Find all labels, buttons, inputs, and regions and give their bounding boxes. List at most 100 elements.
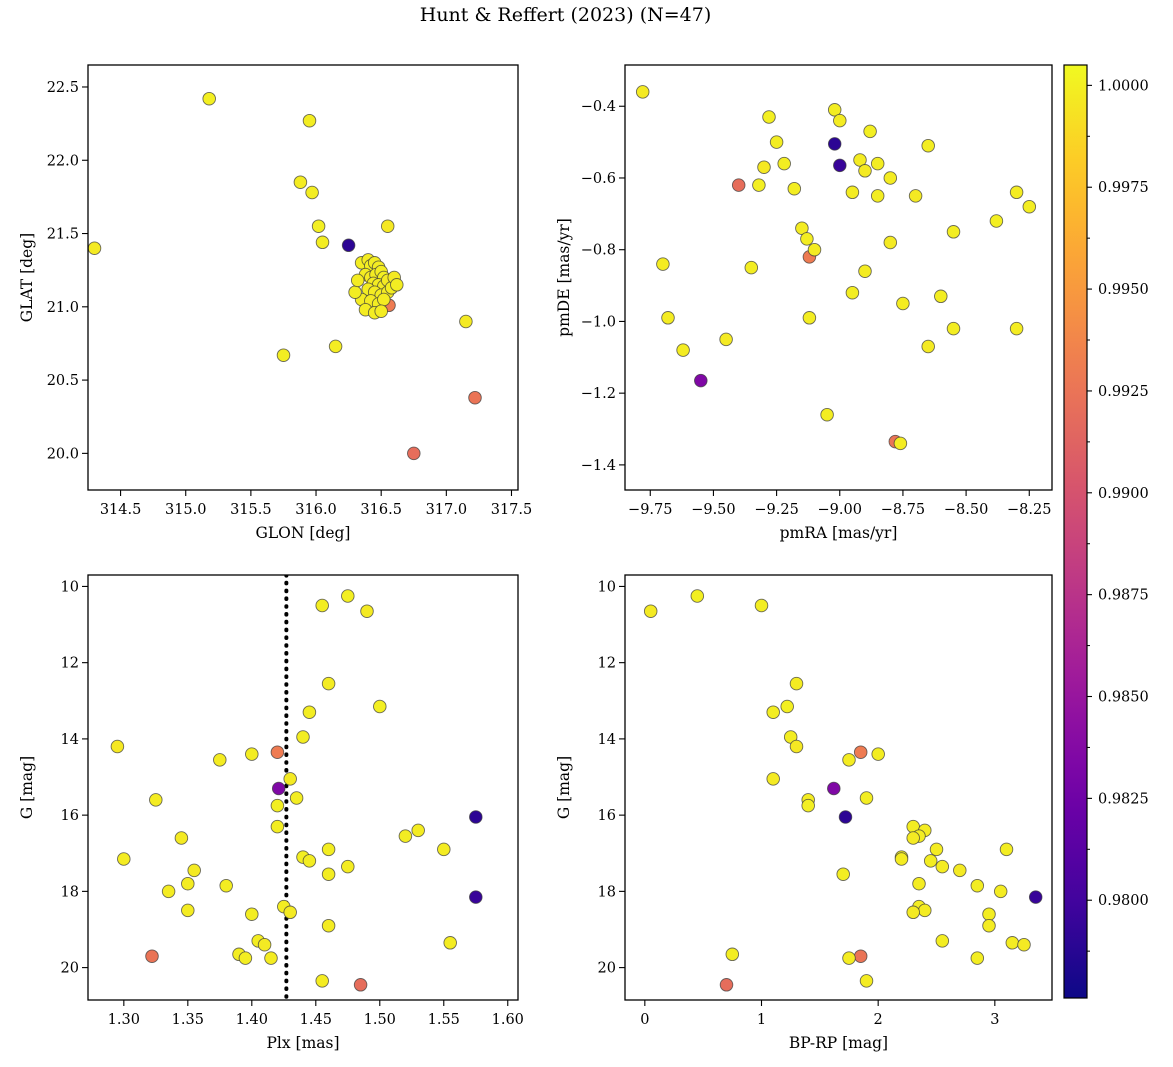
scatter-point [407,446,421,461]
y-tick-label: 12 [61,656,79,672]
scatter-point [353,978,368,992]
scatter-point [321,676,336,691]
scatter-point [845,185,860,200]
scatter-point [149,793,163,807]
scatter-point [731,178,746,192]
scatter-point [694,373,708,388]
y-tick-label: −1.2 [581,386,616,402]
scatter-point [656,257,670,271]
scatter-point [1009,321,1024,336]
y-tick-label: 16 [61,808,79,824]
x-tick-label: 1.55 [428,1012,460,1028]
scatter-point [719,978,734,992]
axes-frame [624,64,1053,491]
scatter-point [690,589,705,603]
scatter-point [1017,937,1031,952]
colorbar-tick-label: 0.9850 [1098,690,1149,706]
scatter-point [219,878,233,893]
scatter-point [443,936,457,950]
scatter-point [411,823,425,838]
scatter-point [315,235,330,250]
y-tick-label: 22.5 [47,80,79,96]
scatter-point [757,160,771,174]
scatter-point [469,890,483,904]
scatter-point [676,343,690,357]
scatter-point [341,589,355,603]
scatter-point [110,739,125,754]
colorbar-tick-label: 1.0000 [1098,78,1149,94]
scatter-point [643,604,658,618]
scatter-point [328,339,343,354]
y-axis-label: pmDE [mas/yr] [555,218,573,337]
scatter-point [836,867,850,881]
scatter-point [377,292,391,307]
scatter-point [145,949,159,963]
y-tick-label: −0.4 [581,99,616,115]
x-axis-label: GLON [deg] [256,524,351,542]
scatter-point [853,949,868,963]
colorbar-tick-label: 0.9825 [1098,791,1149,807]
y-tick-label: −0.6 [581,171,616,187]
scatter-point [800,232,814,246]
x-tick-label: 316.0 [295,502,337,518]
x-tick-label: 1.45 [300,1012,332,1028]
y-tick-label: 10 [598,579,616,595]
scatter-point [270,819,285,834]
scatter-point [989,214,1004,228]
scatter-point [245,747,259,761]
scatter-point [908,189,923,203]
x-tick-label: 1.60 [492,1012,524,1028]
y-tick-label: 18 [598,884,616,900]
scatter-point [935,859,950,874]
scatter-point [871,747,885,761]
scatter-point [373,699,387,714]
scatter-point [833,158,847,173]
x-tick-label: −8.25 [1007,502,1051,518]
scatter-point [238,951,253,965]
y-tick-label: 10 [61,579,79,595]
y-tick-label: 14 [598,732,616,748]
scatter-point [270,798,285,813]
scatter-point [993,884,1008,899]
scatter-point [360,604,374,618]
scatter-point [437,842,451,857]
scatter-point [341,859,355,874]
scatter-point [999,842,1014,857]
x-axis-label: Plx [mas] [266,1034,339,1052]
scatter-point [858,264,872,278]
scatter-point [321,867,336,881]
scatter-point [302,705,317,719]
colorbar-gradient [1064,65,1087,998]
scatter-point [315,598,329,613]
scatter-point [88,241,102,255]
scatter-point [789,676,804,691]
scatter-point [302,854,317,868]
x-tick-label: 1 [757,1012,766,1028]
axes-frame [87,574,519,1001]
scatter-point [459,314,473,329]
scatter-point [635,85,650,99]
x-tick-label: 1.30 [108,1012,140,1028]
scatter-point [245,907,259,921]
scatter-point [982,907,996,921]
scatter-point [970,878,985,893]
scatter-point [859,974,874,988]
scatter-point [283,905,297,920]
scatter-point [918,903,932,918]
y-tick-label: 20.0 [47,446,79,462]
scatter-point [953,863,967,878]
scatter-point [906,905,920,920]
scatter-point [893,436,908,451]
scatter-point [827,781,841,796]
x-tick-label: −8.50 [944,502,988,518]
y-tick-label: 20 [61,961,79,977]
scatter-point [827,103,842,117]
scatter-point [827,137,842,151]
scatter-point [725,947,740,962]
scatter-point [264,951,278,965]
y-tick-label: 22.0 [47,153,79,169]
scatter-point [766,705,780,719]
scatter-point [894,852,909,866]
scatter-point [1005,936,1020,950]
